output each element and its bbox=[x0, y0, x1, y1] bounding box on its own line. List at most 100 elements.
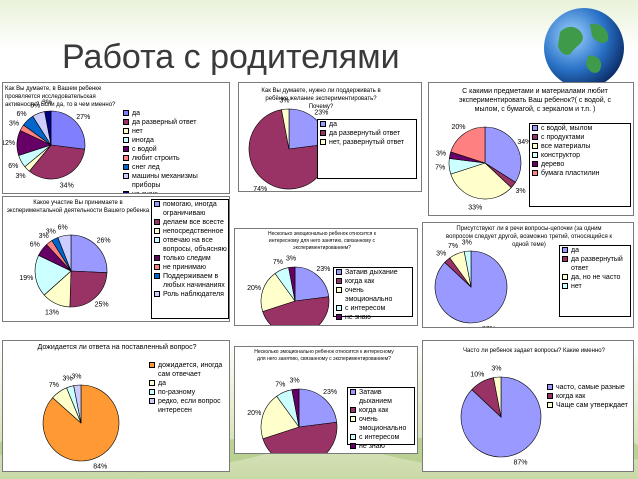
legend-item: да bbox=[121, 109, 227, 118]
pie-chart: 27%34%3%6%12%3%6%6%3% bbox=[3, 100, 90, 190]
pie-slice bbox=[50, 110, 86, 150]
pie-slice bbox=[450, 162, 512, 200]
chart-title: Несколько эмоционально ребенок относится… bbox=[254, 349, 394, 362]
chart-title: Несколько эмоционально ребенок относится… bbox=[268, 231, 376, 251]
slice-label: 34% bbox=[517, 139, 531, 146]
legend-label: любит строить bbox=[132, 155, 180, 162]
chart-panel-waits-answer: 84% 7% 3% 3% Дожидается ли ответа на постав… bbox=[2, 340, 230, 472]
pie-chart: 34% 3% 33% 7% 3% 20% bbox=[435, 124, 531, 211]
legend-item: когда как bbox=[348, 406, 414, 415]
slice-label: 3% bbox=[46, 228, 56, 235]
legend-swatch bbox=[336, 314, 342, 320]
legend-swatch bbox=[320, 130, 326, 136]
legend-label: когда как bbox=[359, 407, 389, 414]
chart-panel-emotions-2: 23%47%20%7%3% Несколько эмоционально реб… bbox=[234, 346, 418, 454]
slice-label: 12% bbox=[3, 140, 15, 147]
chart-panel-support-desire: 23% 74% 3% Как Вы думаете, нужно ли поддер… bbox=[238, 82, 422, 192]
pie-slice bbox=[69, 270, 108, 308]
chart-legend: да да развернутый ответ да, но не часто нет bbox=[559, 245, 631, 317]
legend-swatch bbox=[123, 155, 129, 161]
legend-swatch bbox=[336, 269, 342, 275]
legend-label: по-разному bbox=[158, 389, 196, 396]
legend-label: нет bbox=[132, 128, 143, 135]
legend-item: иногда bbox=[121, 136, 227, 145]
chart-title: Часто ли ребенок задает вопросы? Какие и… bbox=[463, 348, 605, 354]
slice-label: 6% bbox=[30, 242, 40, 249]
legend-label: иногда bbox=[132, 137, 154, 144]
chart-legend: дожидается, иногда сам отвечает да по-разн… bbox=[147, 361, 227, 467]
legend-label: конструктор bbox=[541, 152, 580, 159]
legend-swatch bbox=[123, 128, 129, 134]
legend-label: редко, если вопрос интересен bbox=[158, 398, 221, 414]
legend-label: не знаю bbox=[132, 190, 158, 193]
legend-label: все материалы bbox=[541, 143, 591, 150]
legend-item: очень эмоционально bbox=[348, 415, 414, 433]
legend-label: помогаю, иногда ограничиваю bbox=[163, 201, 217, 217]
pie-slice bbox=[260, 395, 300, 440]
legend-label: с интересом bbox=[345, 305, 386, 312]
legend-swatch bbox=[336, 305, 342, 311]
slice-label: 7% bbox=[49, 382, 59, 389]
legend-label: не принимаю bbox=[163, 264, 207, 271]
slice-label: 20% bbox=[247, 285, 261, 292]
legend-swatch bbox=[149, 398, 155, 404]
slice-label: 3% bbox=[39, 233, 49, 240]
legend-swatch bbox=[154, 255, 160, 261]
slice-label: 3% bbox=[42, 100, 52, 107]
legend-item: по-разному bbox=[147, 388, 227, 397]
legend-item: с продуктами bbox=[530, 133, 630, 142]
legend-swatch bbox=[562, 247, 568, 253]
legend-item: когда как bbox=[334, 277, 412, 286]
pie-slice bbox=[294, 266, 330, 302]
slice-label: 87% bbox=[513, 460, 527, 467]
slice-label: 6% bbox=[30, 103, 40, 110]
legend-item: очень эмоционально bbox=[334, 286, 412, 304]
legend-item: снег лед bbox=[121, 163, 227, 172]
chart-title: Как Вы думаете, нужно ли поддерживать в … bbox=[261, 88, 381, 110]
chart-legend: часто, самые разные когда как Чаще сам утв… bbox=[545, 383, 629, 455]
slice-label: 3% bbox=[462, 240, 472, 247]
legend-label: да разверный ответ bbox=[132, 119, 197, 126]
legend-item: не знаю bbox=[121, 190, 227, 193]
legend-item: да bbox=[560, 246, 630, 255]
legend-label: Затаив дыханием bbox=[359, 389, 392, 405]
legend-swatch bbox=[154, 219, 160, 225]
legend-label: Чаще сам утверждает bbox=[556, 402, 628, 409]
slice-label: 3% bbox=[71, 374, 81, 381]
pie-slice bbox=[28, 144, 86, 180]
slice-label: 19% bbox=[19, 275, 33, 282]
legend-swatch bbox=[154, 228, 160, 234]
slice-label: 23% bbox=[323, 389, 337, 396]
legend-label: с продуктами bbox=[541, 134, 585, 141]
legend-label: отвечаю на все вопросы, объясняю bbox=[163, 237, 227, 253]
pie-slice bbox=[281, 108, 290, 150]
chart-legend: да да развернутый ответ нет, развернутый о… bbox=[317, 119, 417, 179]
legend-label: бумага пластилин bbox=[541, 170, 600, 177]
legend-swatch bbox=[154, 273, 160, 279]
slice-label: 3% bbox=[436, 251, 446, 258]
pie-chart: 84%7%3%3% bbox=[42, 374, 120, 470]
legend-swatch bbox=[123, 137, 129, 143]
slice-label: 34% bbox=[60, 183, 74, 190]
legend-label: да bbox=[571, 247, 579, 254]
legend-label: да развернутый ответ bbox=[329, 130, 401, 137]
legend-label: да bbox=[158, 380, 166, 387]
legend-label: да bbox=[132, 110, 140, 117]
chart-title: Как Вы думаете, в Вашем ребенке проявляе… bbox=[5, 86, 116, 108]
legend-swatch bbox=[562, 283, 568, 289]
legend-label: непосредственное bbox=[163, 228, 224, 235]
legend-item: все материалы bbox=[530, 142, 630, 151]
legend-label: очень эмоционально bbox=[359, 416, 407, 432]
slice-label: 3% bbox=[62, 376, 72, 383]
chart-legend: с водой, мылом с продуктами все материалы к… bbox=[529, 123, 631, 207]
slice-label: 3% bbox=[516, 188, 526, 195]
legend-swatch bbox=[320, 121, 326, 127]
legend-item: редко, если вопрос интересен bbox=[147, 397, 227, 415]
chart-legend: да да разверный ответ нет иногда с водой люби… bbox=[121, 109, 227, 193]
legend-swatch bbox=[562, 274, 568, 280]
chart-title: Какое участие Вы принимаете в эксперимен… bbox=[6, 200, 150, 214]
legend-label: очень эмоционально bbox=[345, 287, 393, 303]
slide-title: Работа с родителями bbox=[62, 38, 400, 76]
legend-item: делаем все всесте bbox=[152, 218, 228, 227]
slice-label: 7% bbox=[275, 381, 285, 388]
